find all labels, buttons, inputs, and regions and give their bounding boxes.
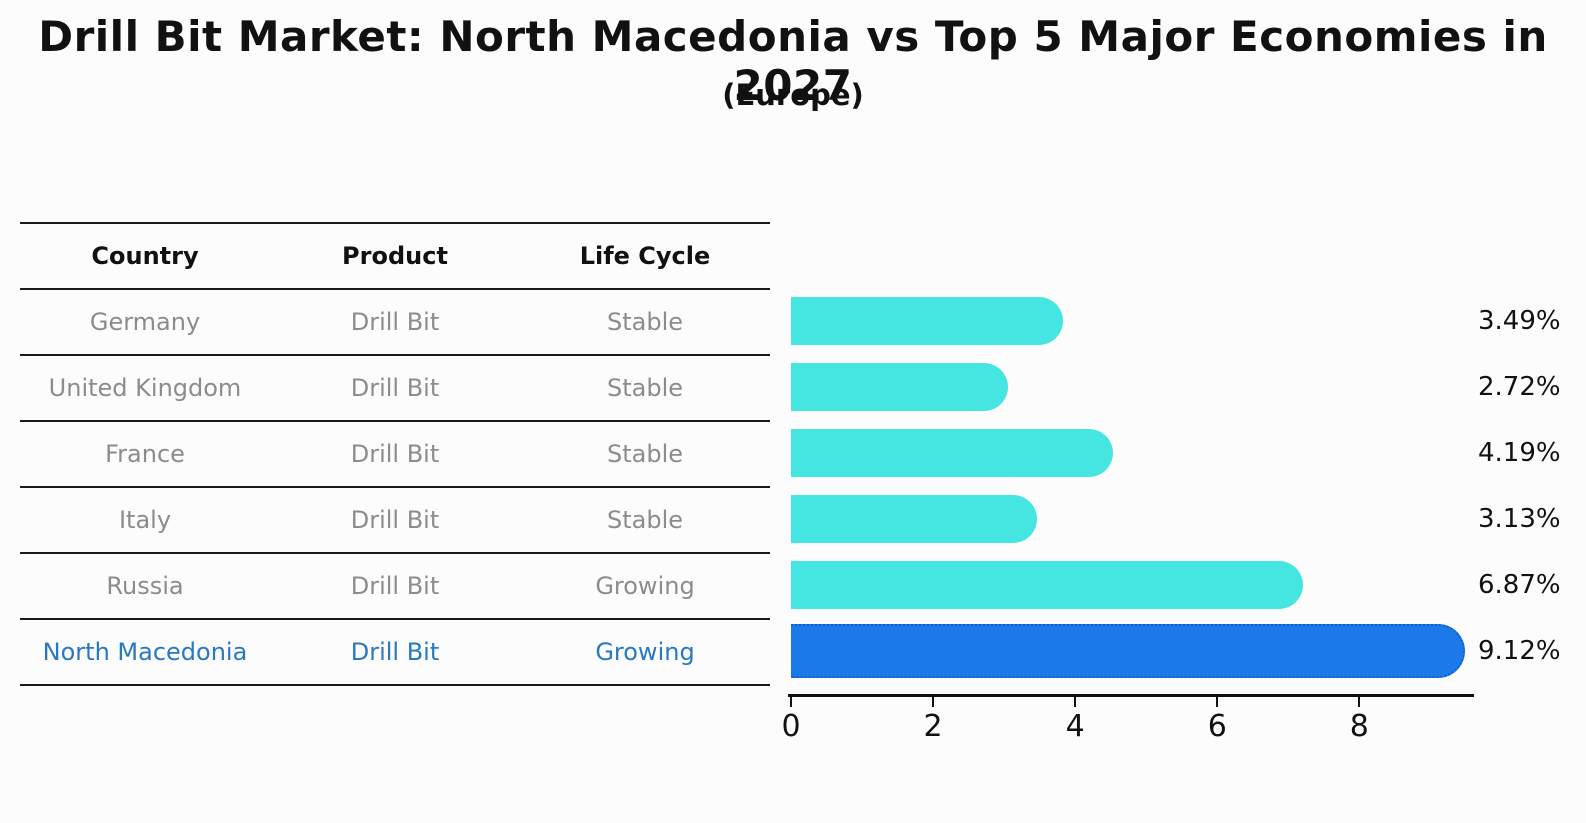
x-axis-ticks: 0 2 4 6 8 <box>781 697 1473 753</box>
chart-title: Drill Bit Market: North Macedonia vs Top… <box>38 12 1548 110</box>
bar-value-label: 4.19% <box>1478 438 1561 468</box>
table-cell-product: Drill Bit <box>350 506 440 534</box>
table-cell-life_cycle: Growing <box>595 572 695 600</box>
x-tick-label: 8 <box>1349 709 1369 744</box>
bar-germany <box>791 297 1063 345</box>
bar-value-label: 3.49% <box>1478 306 1561 336</box>
bar-band <box>791 354 1473 420</box>
x-tick-label: 2 <box>923 709 943 744</box>
x-tick-mark <box>790 697 792 707</box>
country-table: Country Product Life Cycle Germany Drill Bit… <box>20 222 770 686</box>
table-cell-product: Drill Bit <box>350 638 440 666</box>
bar-band <box>791 552 1473 618</box>
bar-band <box>791 486 1473 552</box>
table-cell-country: France <box>105 440 185 468</box>
table-header-cell-product: Product <box>342 242 448 270</box>
bar-value-label: 9.12% <box>1478 636 1561 666</box>
x-tick-mark <box>1074 697 1077 707</box>
bar-value-label: 6.87% <box>1478 570 1561 600</box>
table-row: Italy Drill Bit Stable <box>20 486 770 552</box>
bar-value-labels: 3.49% 2.72% 4.19% 3.13% 6.87% 9.12% <box>1478 288 1586 684</box>
x-tick-mark <box>932 697 935 707</box>
table-row: Russia Drill Bit Growing <box>20 552 770 618</box>
table-cell-product: Drill Bit <box>350 308 440 336</box>
table-header-cell-life-cycle: Life Cycle <box>579 242 711 270</box>
x-tick-mark <box>1216 697 1219 707</box>
table-cell-country: North Macedonia <box>42 638 248 666</box>
bar-united-kingdom <box>791 363 1009 411</box>
table-cell-life_cycle: Stable <box>606 440 684 468</box>
bar-value-label: 3.13% <box>1478 504 1561 534</box>
bar-france <box>791 429 1113 477</box>
table-cell-product: Drill Bit <box>350 572 440 600</box>
x-tick-mark <box>1358 697 1361 707</box>
table-cell-life_cycle: Growing <box>595 638 695 666</box>
table-cell-country: Russia <box>106 572 184 600</box>
table-header-row: Country Product Life Cycle <box>20 222 770 288</box>
bar-russia <box>791 561 1304 609</box>
table-cell-country: Germany <box>89 308 201 336</box>
bar-band <box>791 420 1473 486</box>
table-row: Germany Drill Bit Stable <box>20 288 770 354</box>
bar-band <box>791 618 1473 684</box>
bar-band <box>791 288 1473 354</box>
x-tick-label: 0 <box>781 709 801 744</box>
table-cell-life_cycle: Stable <box>606 308 684 336</box>
table-cell-country: Italy <box>118 506 172 534</box>
bar-chart-plot-area <box>791 288 1473 684</box>
table-row: France Drill Bit Stable <box>20 420 770 486</box>
bar-value-label: 2.72% <box>1478 372 1561 402</box>
x-tick-label: 6 <box>1207 709 1227 744</box>
table-cell-country: United Kingdom <box>48 374 242 402</box>
table-header-cell-country: Country <box>91 242 199 270</box>
table-row: United Kingdom Drill Bit Stable <box>20 354 770 420</box>
x-tick-label: 4 <box>1065 709 1085 744</box>
table-cell-product: Drill Bit <box>350 374 440 402</box>
chart-subtitle: (Europe) <box>722 78 864 112</box>
table-cell-product: Drill Bit <box>350 440 440 468</box>
x-axis-line <box>788 694 1474 697</box>
bar-italy <box>791 495 1038 543</box>
bar-north-macedonia <box>791 624 1465 678</box>
table-row: North Macedonia Drill Bit Growing <box>20 618 770 686</box>
table-cell-life_cycle: Stable <box>606 374 684 402</box>
table-cell-life_cycle: Stable <box>606 506 684 534</box>
